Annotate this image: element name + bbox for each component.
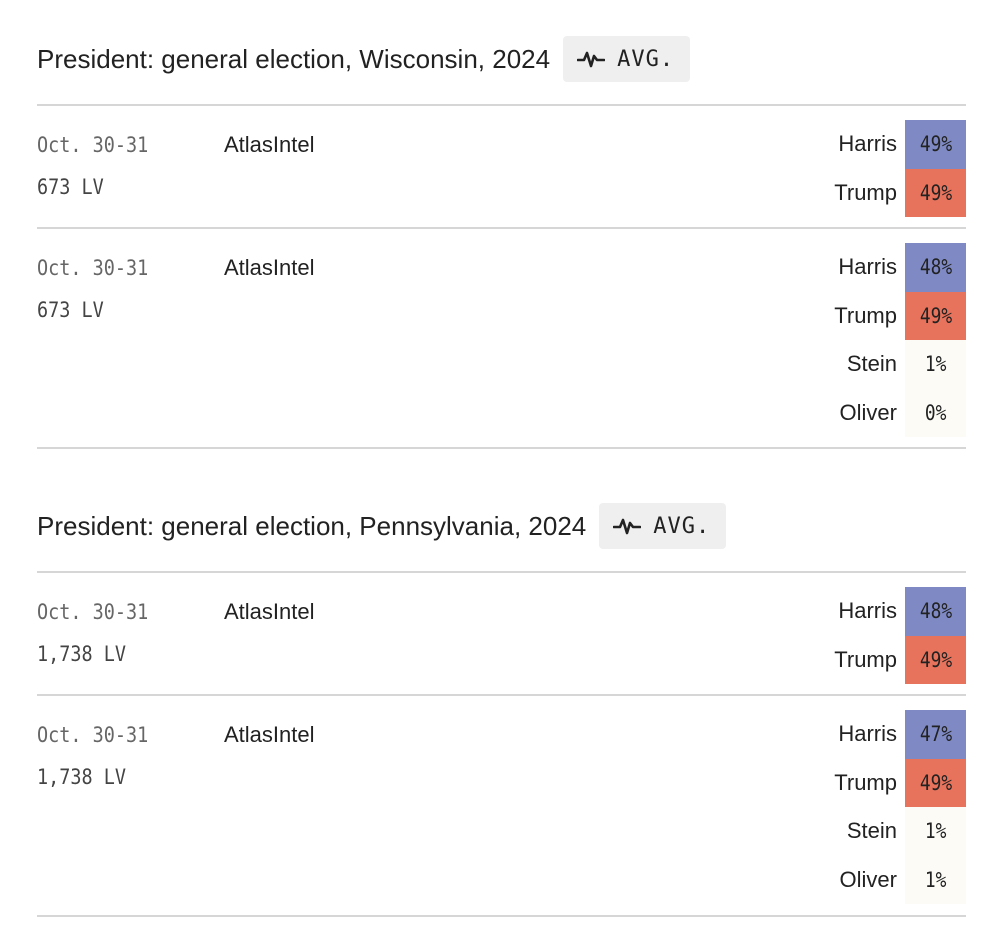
candidate-value-text: 49% (919, 647, 952, 672)
result-trump: Trump 49% (834, 168, 966, 217)
race-title: President: general election, Pennsylvani… (37, 510, 587, 541)
polls-list: President: general election, Wisconsin, … (37, 0, 966, 917)
result-stein: Stein 1% (834, 807, 966, 856)
candidate-value-text: 47% (919, 722, 952, 747)
candidate-value-text: 1% (924, 819, 947, 844)
candidate-value: 49% (905, 758, 966, 807)
candidate-value: 49% (905, 635, 966, 684)
poll-dates: Oct. 30-31 (37, 723, 149, 747)
poll-results: Harris 49% Trump 49% (834, 120, 966, 217)
candidate-name: Harris (838, 598, 897, 624)
result-harris: Harris 48% (834, 243, 966, 292)
pulse-line-icon (577, 51, 606, 68)
candidate-value: 48% (905, 587, 966, 636)
pollster-link[interactable]: AtlasIntel (224, 255, 315, 280)
candidate-name: Trump (834, 179, 897, 205)
poll-sample-size: 1,738 LV (37, 642, 127, 666)
result-oliver: Oliver 1% (834, 855, 966, 904)
candidate-value: 49% (905, 120, 966, 169)
race-pennsylvania: President: general election, Pennsylvani… (37, 467, 966, 917)
candidate-value: 49% (905, 291, 966, 340)
pollster-link[interactable]: AtlasIntel (224, 599, 315, 624)
candidate-value-text: 49% (919, 770, 952, 795)
candidate-value: 0% (905, 388, 966, 437)
result-oliver: Oliver 0% (834, 388, 966, 437)
candidate-value-text: 1% (924, 352, 947, 377)
race-wisconsin: President: general election, Wisconsin, … (37, 0, 966, 449)
average-label: AVG. (617, 46, 675, 72)
candidate-value-text: 49% (919, 303, 952, 328)
candidate-value-text: 48% (919, 255, 952, 280)
result-harris: Harris 47% (834, 710, 966, 759)
candidate-value-text: 49% (919, 132, 952, 157)
pollster-link[interactable]: AtlasIntel (224, 722, 315, 747)
poll-sample-size: 673 LV (37, 298, 104, 322)
candidate-name: Harris (838, 721, 897, 747)
average-label: AVG. (653, 513, 711, 539)
race-header: President: general election, Wisconsin, … (37, 0, 966, 106)
result-trump: Trump 49% (834, 291, 966, 340)
poll-dates: Oct. 30-31 (37, 133, 149, 157)
candidate-value-text: 1% (924, 867, 947, 892)
candidate-name: Trump (834, 302, 897, 328)
candidate-name: Trump (834, 646, 897, 672)
candidate-name: Harris (838, 131, 897, 157)
poll-row[interactable]: Oct. 30-31 1,738 LV AtlasIntel Harris 48… (37, 573, 966, 696)
pollster-link[interactable]: AtlasIntel (224, 132, 315, 157)
candidate-name: Oliver (839, 866, 897, 892)
result-trump: Trump 49% (834, 635, 966, 684)
poll-row[interactable]: Oct. 30-31 1,738 LV AtlasIntel Harris 47… (37, 696, 966, 917)
candidate-value: 48% (905, 243, 966, 292)
poll-results: Harris 47% Trump 49% Stein 1% Oliver 1% (834, 710, 966, 904)
pulse-line-icon (613, 518, 642, 535)
race-header: President: general election, Pennsylvani… (37, 467, 966, 573)
candidate-name: Oliver (839, 399, 897, 425)
candidate-name: Harris (838, 254, 897, 280)
candidate-name: Trump (834, 769, 897, 795)
poll-sample-size: 673 LV (37, 175, 104, 199)
result-stein: Stein 1% (834, 340, 966, 389)
candidate-value-text: 49% (919, 180, 952, 205)
poll-sample-size: 1,738 LV (37, 765, 127, 789)
candidate-value-text: 48% (919, 599, 952, 624)
candidate-name: Stein (846, 818, 897, 844)
candidate-value: 1% (905, 340, 966, 389)
poll-row[interactable]: Oct. 30-31 673 LV AtlasIntel Harris 49% … (37, 106, 966, 229)
candidate-value: 49% (905, 168, 966, 217)
average-button[interactable]: AVG. (599, 503, 727, 549)
candidate-name: Stein (846, 351, 897, 377)
result-trump: Trump 49% (834, 758, 966, 807)
poll-dates: Oct. 30-31 (37, 600, 149, 624)
poll-dates: Oct. 30-31 (37, 256, 149, 280)
candidate-value: 1% (905, 855, 966, 904)
result-harris: Harris 48% (834, 587, 966, 636)
poll-row[interactable]: Oct. 30-31 673 LV AtlasIntel Harris 48% … (37, 229, 966, 449)
candidate-value: 47% (905, 710, 966, 759)
race-title: President: general election, Wisconsin, … (37, 43, 551, 74)
poll-results: Harris 48% Trump 49% Stein 1% Oliver 0% (834, 243, 966, 437)
candidate-value-text: 0% (924, 400, 947, 425)
result-harris: Harris 49% (834, 120, 966, 169)
poll-results: Harris 48% Trump 49% (834, 587, 966, 684)
average-button[interactable]: AVG. (563, 36, 691, 82)
candidate-value: 1% (905, 807, 966, 856)
